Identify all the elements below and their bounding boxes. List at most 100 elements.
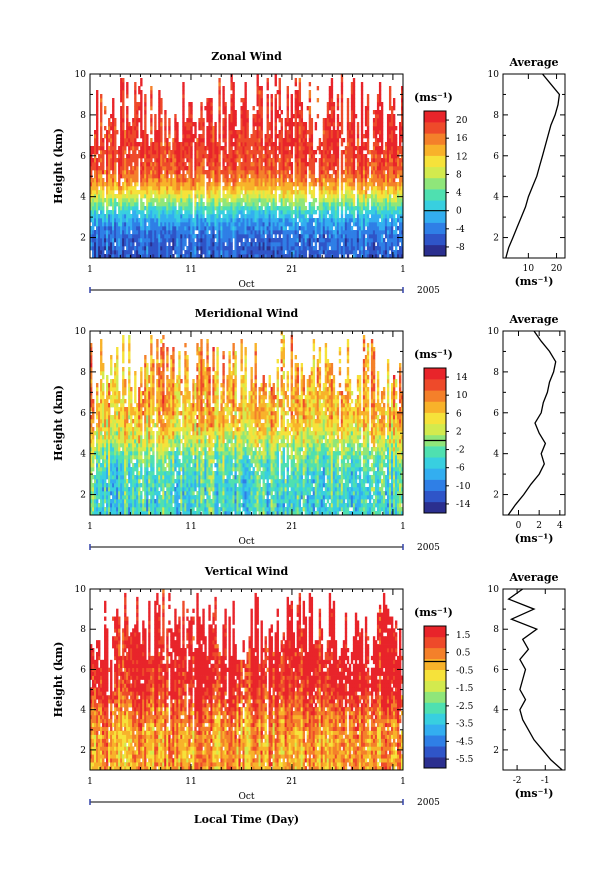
- heatmap-cell: [242, 218, 245, 223]
- heatmap-cell: [160, 250, 163, 255]
- heatmap-cell: [308, 170, 312, 175]
- heatmap-cell: [208, 106, 211, 111]
- heatmap-cell: [272, 202, 275, 207]
- heatmap-cell: [280, 122, 283, 127]
- heatmap-cell: [166, 186, 169, 191]
- heatmap-cell: [376, 130, 380, 135]
- heatmap-cell: [324, 242, 328, 247]
- heatmap-cell: [170, 250, 173, 255]
- heatmap-cell: [266, 142, 269, 147]
- heatmap-cell: [236, 154, 239, 159]
- heatmap-cell: [160, 194, 163, 199]
- heatmap-cell: [222, 150, 225, 155]
- heatmap-cell: [126, 186, 129, 191]
- heatmap-cell: [240, 238, 243, 243]
- heatmap-cell: [112, 106, 115, 111]
- heatmap-cell: [332, 250, 336, 255]
- heatmap-cell: [140, 170, 143, 175]
- heatmap-cell: [380, 234, 384, 239]
- heatmap-cell: [362, 230, 366, 235]
- heatmap-cell: [310, 122, 314, 127]
- heatmap-cell: [236, 206, 239, 211]
- heatmap-cell: [356, 142, 360, 147]
- heatmap-cell: [336, 250, 340, 255]
- heatmap-cell: [202, 194, 205, 199]
- heatmap-cell: [98, 178, 101, 183]
- heatmap-cell: [284, 154, 287, 159]
- heatmap-cell: [386, 134, 390, 139]
- heatmap-cell: [100, 254, 103, 259]
- heatmap-cell: [392, 194, 396, 199]
- heatmap-cell: [158, 174, 161, 179]
- heatmap-cell: [100, 218, 103, 223]
- heatmap-cell: [114, 150, 117, 155]
- heatmap-cell: [260, 90, 263, 95]
- heatmap-cell: [148, 234, 151, 239]
- heatmap-cell: [214, 234, 217, 239]
- heatmap-cell: [386, 194, 390, 199]
- heatmap-cell: [320, 226, 324, 231]
- heatmap-cell: [136, 174, 139, 179]
- heatmap-cell: [320, 186, 324, 191]
- heatmap-cell: [312, 234, 316, 239]
- heatmap-cell: [172, 254, 175, 259]
- heatmap-cell: [322, 194, 326, 199]
- heatmap-cell: [238, 234, 241, 239]
- heatmap-cell: [160, 190, 163, 195]
- heatmap-cell: [164, 214, 167, 219]
- heatmap-cell: [294, 166, 298, 171]
- heatmap-cell: [358, 230, 362, 235]
- heatmap-cell: [244, 194, 247, 199]
- heatmap-cell: [364, 110, 368, 115]
- heatmap-cell: [164, 194, 167, 199]
- heatmap-cell: [276, 238, 279, 243]
- heatmap-cell: [114, 170, 117, 175]
- heatmap-cell: [258, 198, 261, 203]
- heatmap-cell: [94, 158, 97, 163]
- heatmap-cell: [152, 198, 155, 203]
- heatmap-cell: [114, 122, 117, 127]
- heatmap-cell: [296, 206, 300, 211]
- heatmap-cell: [144, 186, 147, 191]
- heatmap-cell: [308, 122, 312, 127]
- heatmap-cell: [264, 134, 267, 139]
- heatmap-cell: [246, 222, 249, 227]
- heatmap-cell: [310, 134, 314, 139]
- heatmap-cell: [332, 202, 336, 207]
- heatmap-cell: [376, 114, 380, 119]
- heatmap-cell: [350, 186, 354, 191]
- heatmap-cell: [194, 182, 197, 187]
- heatmap-cell: [322, 162, 326, 167]
- heatmap-cell: [172, 230, 175, 235]
- heatmap-cell: [162, 238, 165, 243]
- heatmap-cell: [366, 182, 370, 187]
- heatmap-cell: [216, 234, 219, 239]
- heatmap-cell: [264, 162, 267, 167]
- heatmap-cell: [114, 178, 117, 183]
- heatmap-cell: [126, 158, 129, 163]
- heatmap-cell: [166, 198, 169, 203]
- heatmap-cell: [378, 94, 382, 99]
- heatmap-cell: [310, 118, 314, 123]
- heatmap-cell: [194, 206, 197, 211]
- heatmap-cell: [282, 174, 285, 179]
- heatmap-cell: [302, 214, 306, 219]
- heatmap-cell: [186, 150, 189, 155]
- heatmap-cell: [370, 162, 374, 167]
- heatmap-cell: [240, 202, 243, 207]
- heatmap-cell: [142, 246, 145, 251]
- heatmap-cell: [296, 158, 300, 163]
- heatmap-cell: [208, 222, 211, 227]
- heatmap-cell: [122, 254, 125, 259]
- heatmap-cell: [324, 250, 328, 255]
- heatmap-cell: [104, 198, 107, 203]
- heatmap-cell: [262, 198, 265, 203]
- heatmap-cell: [116, 214, 119, 219]
- heatmap-cell: [232, 142, 235, 147]
- heatmap-cell: [202, 130, 205, 135]
- heatmap-cell: [166, 202, 169, 207]
- heatmap-cell: [182, 162, 185, 167]
- heatmap-cell: [342, 234, 346, 239]
- heatmap-cell: [218, 162, 221, 167]
- heatmap-cell: [284, 226, 287, 231]
